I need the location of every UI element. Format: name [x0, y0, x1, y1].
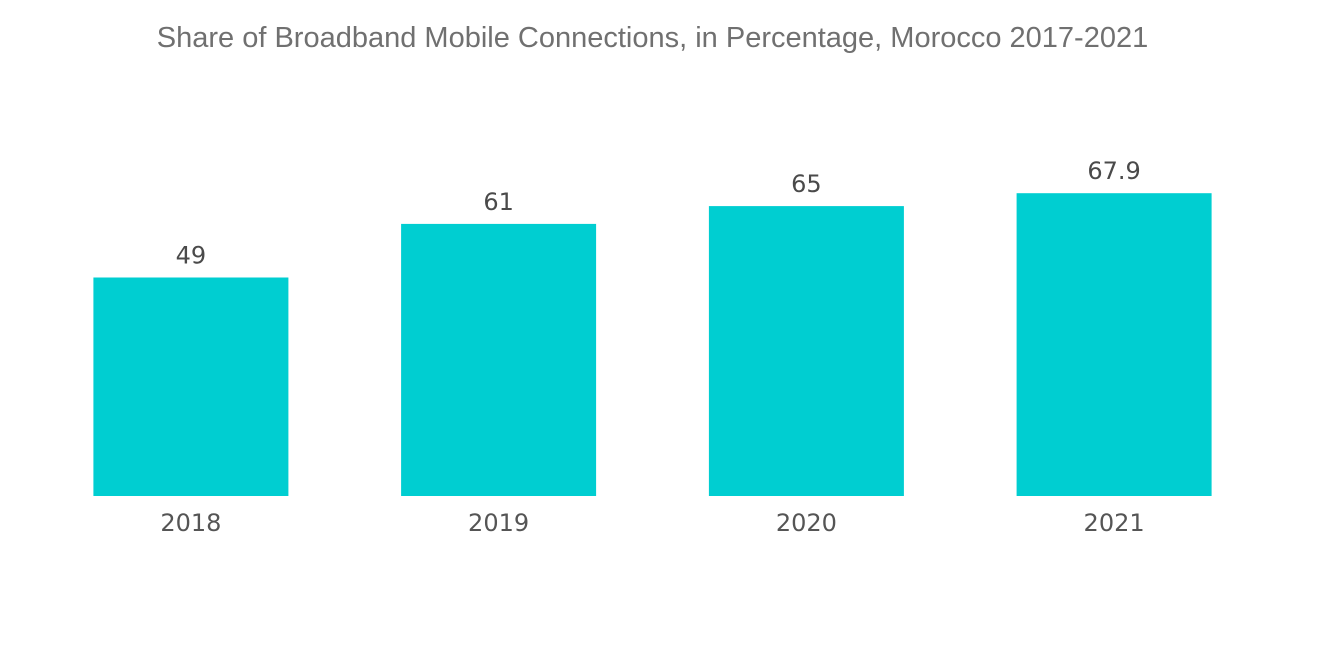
value-labels-group: 49 61 65 67.9: [176, 157, 1141, 269]
bar-2018: [93, 277, 289, 496]
chart-title: Share of Broadband Mobile Connections, i…: [156, 22, 1149, 54]
x-tick-label-2018: 2018: [160, 509, 221, 537]
x-tick-label-2020: 2020: [776, 509, 837, 537]
bars-group: [93, 193, 1212, 496]
bar-2019: [401, 223, 597, 496]
bar-2020: [708, 206, 904, 496]
value-label-2020: 65: [791, 170, 822, 198]
bar-2021: [1016, 193, 1212, 496]
x-tick-label-2019: 2019: [468, 509, 529, 537]
value-label-2018: 49: [176, 242, 207, 270]
value-label-2021: 67.9: [1087, 157, 1140, 185]
x-axis-ticks-group: 2018 2019 2020 2021: [160, 509, 1144, 537]
x-tick-label-2021: 2021: [1084, 509, 1145, 537]
value-label-2019: 61: [483, 188, 514, 216]
